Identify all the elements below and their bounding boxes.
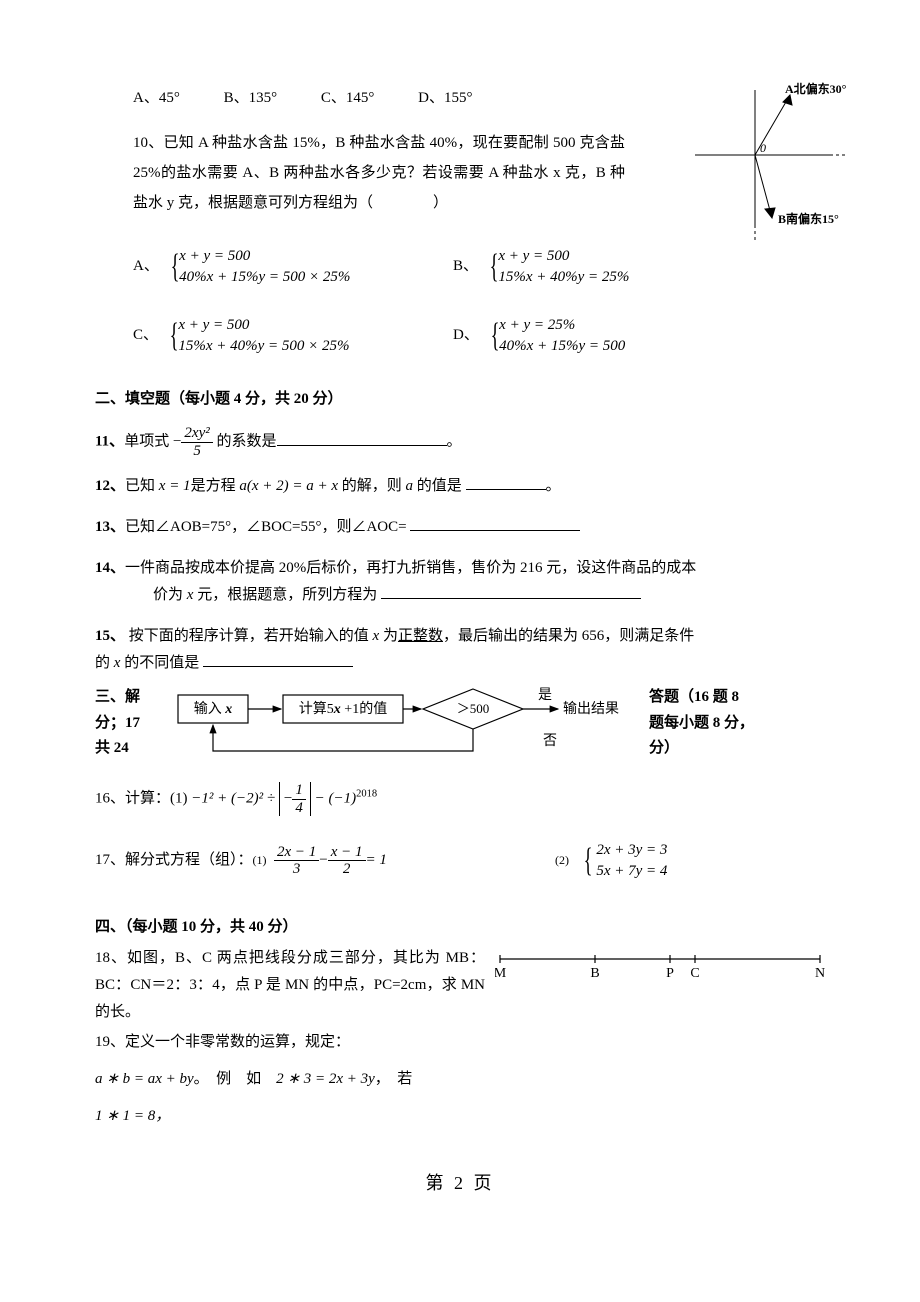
section-4-header: 四、（每小题 10 分，共 40 分） — [95, 914, 825, 941]
q17-part2: (2) { 2x + 3y = 3 5x + 7y = 4 — [555, 830, 667, 891]
compass-label-b: B南偏东15° — [778, 211, 839, 226]
q17: 17、解分式方程（组）：(1) 2x − 13 − x − 12 = 1 (2)… — [95, 830, 825, 891]
q16: 16、计算：(1) −1² + (−2)² ÷ −14 − (−1)2018 — [95, 782, 825, 816]
q15: 15、 按下面的程序计算，若开始输入的值 x 为正整数，最后输出的结果为 656… — [95, 623, 825, 677]
flowchart-diagram: 输入 x 计算5x +1的值 ＞500 是 输出结果 否 — [173, 683, 643, 768]
q10-options: A、 { x + y = 500 40%x + 15%y = 500 × 25%… — [95, 236, 825, 366]
svg-text:输入 x: 输入 x — [194, 701, 233, 717]
q10-opt-b: B、 { x + y = 500 15%x + 40%y = 25% — [453, 236, 629, 297]
q14-blank — [381, 584, 641, 599]
q19: 19、定义一个非零常数的运算，规定： a ∗ b = ax + by。 例 如 … — [95, 1026, 825, 1133]
q9-choice-d: D、155° — [418, 90, 472, 106]
q10-opt-a: A、 { x + y = 500 40%x + 15%y = 500 × 25% — [133, 236, 453, 297]
svg-text:输出结果: 输出结果 — [563, 701, 619, 717]
svg-text:是: 是 — [538, 688, 552, 703]
q14: 14、一件商品按成本价提高 20%后标价，再打九折销售，售价为 216 元，设这… — [95, 555, 825, 609]
sec3-right-text: 答题（16 题 8 题每小题 8 分， 分） — [649, 683, 757, 762]
q9-choice-a: A、45° — [133, 90, 180, 106]
compass-origin: 0 — [760, 141, 766, 155]
q9-choice-b: B、135° — [224, 90, 278, 106]
svg-text:C: C — [690, 966, 699, 981]
svg-text:否: 否 — [543, 734, 557, 749]
svg-text:M: M — [495, 966, 507, 981]
q15-blank — [203, 652, 353, 667]
compass-label-a: A北偏东30° — [785, 81, 847, 96]
q9-choice-c: C、145° — [321, 90, 375, 106]
line-segment-diagram: M B P C N — [495, 949, 825, 991]
q11: 11、单项式 −2xy²5 的系数是。 — [95, 425, 825, 459]
svg-text:计算5x +1的值: 计算5x +1的值 — [299, 701, 387, 717]
sec3-left-text: 三、解 分；17 共 24 — [95, 683, 173, 762]
q10-stem: 10、已知 A 种盐水含盐 15%，B 种盐水含盐 40%，现在要配制 500 … — [95, 128, 625, 218]
svg-text:＞500: ＞500 — [457, 701, 490, 716]
q12-blank — [466, 475, 546, 490]
q10-opt-c: C、 { x + y = 500 15%x + 40%y = 500 × 25% — [133, 305, 453, 366]
q13: 13、已知∠AOB=75°，∠BOC=55°，则∠AOC= — [95, 514, 825, 541]
page-number: 第 2 页 — [95, 1167, 825, 1199]
svg-text:N: N — [815, 966, 825, 981]
q13-blank — [410, 516, 580, 531]
section-2-header: 二、填空题（每小题 4 分，共 20 分） — [95, 386, 825, 413]
svg-text:P: P — [666, 966, 674, 981]
compass-diagram: 0 A北偏东30° B南偏东15° — [690, 75, 865, 245]
svg-text:B: B — [590, 966, 599, 981]
q12: 12、已知 x = 1是方程 a(x + 2) = a + x 的解，则 a 的… — [95, 473, 825, 500]
q11-blank — [277, 431, 447, 446]
q10-opt-d: D、 { x + y = 25% 40%x + 15%y = 500 — [453, 305, 625, 366]
flowchart-row: 三、解 分；17 共 24 输入 x 计算5x +1的值 ＞500 是 输出结果… — [95, 683, 825, 768]
